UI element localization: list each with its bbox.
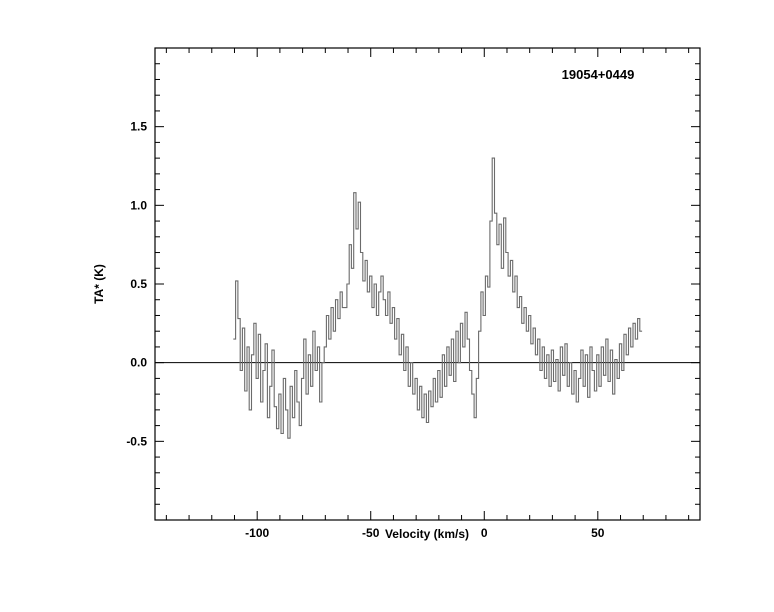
plot-frame xyxy=(154,47,701,521)
x-tick-label: -100 xyxy=(245,526,269,540)
chart-title: 19054+0449 xyxy=(562,67,635,82)
y-axis-label: TA* (K) xyxy=(92,264,106,304)
y-tick-label: 0.5 xyxy=(130,277,147,291)
x-tick-label: -50 xyxy=(362,526,380,540)
x-axis-label: Velocity (km/s) xyxy=(385,527,469,541)
x-tick-label: 50 xyxy=(591,526,605,540)
y-tick-label: 1.0 xyxy=(130,198,147,212)
x-tick-label: 0 xyxy=(481,526,488,540)
y-tick-label: -0.5 xyxy=(126,434,147,448)
y-tick-label: 1.5 xyxy=(130,120,147,134)
y-tick-label: 0.0 xyxy=(130,356,147,370)
spectrum-line xyxy=(233,157,643,439)
